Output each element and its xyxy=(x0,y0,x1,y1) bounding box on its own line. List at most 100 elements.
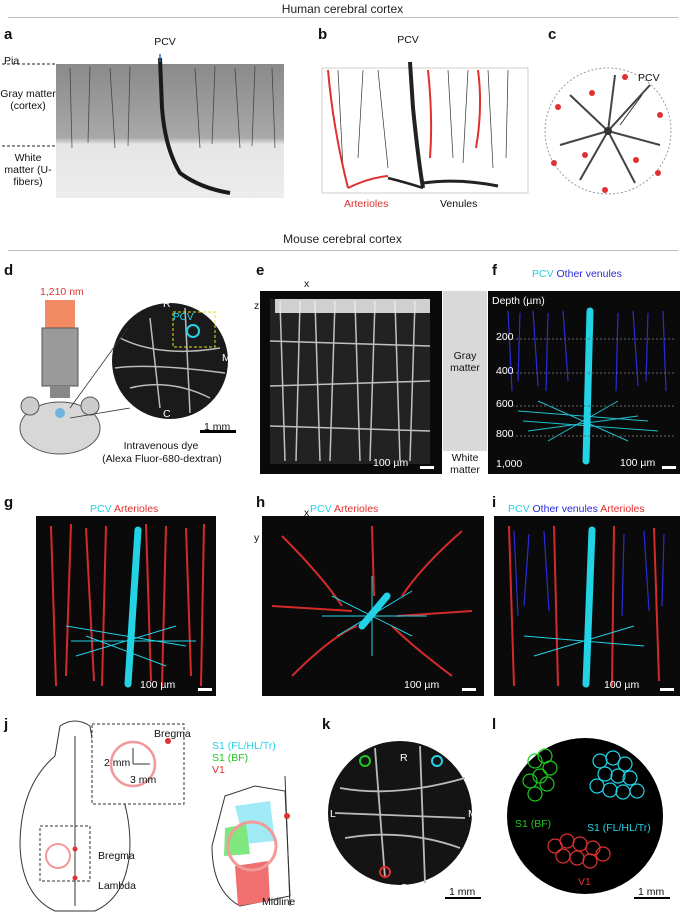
panel-k-M: M xyxy=(468,808,477,820)
panel-h-pcv: PCV xyxy=(310,503,332,515)
panel-h-x: x xyxy=(304,507,310,519)
panel-j-3mm: 3 mm xyxy=(130,774,157,786)
panel-j-2mm: 2 mm xyxy=(104,757,131,769)
panel-e-image: 100 µm xyxy=(260,291,442,474)
panel-e-gray-band xyxy=(443,291,487,451)
panel-d-scalebar xyxy=(200,430,236,433)
panel-l-s1: S1 (FL/HL/Tr) xyxy=(587,822,651,834)
panel-h-y: y xyxy=(254,532,260,544)
panel-b-arterioles: Arterioles xyxy=(344,198,389,210)
panel-j-label: j xyxy=(4,716,9,733)
panel-c-label: c xyxy=(548,26,557,43)
panel-d-dye: Intravenous dye xyxy=(123,440,199,452)
human-section-title: Human cerebral cortex xyxy=(281,2,404,16)
panel-l-scale: 1 mm xyxy=(638,886,665,898)
panel-i-label: i xyxy=(492,494,497,511)
panel-d-scale: 1 mm xyxy=(204,421,231,433)
panel-l-v1: V1 xyxy=(578,876,591,888)
panel-f-1000: 1,000 xyxy=(496,458,523,470)
panel-i-pcv: PCV xyxy=(508,503,530,515)
panel-h-scale: 100 µm xyxy=(404,679,440,691)
panel-j-bregma-top: Bregma xyxy=(154,728,191,740)
panel-k-image xyxy=(328,741,472,885)
panel-j-lambda: Lambda xyxy=(98,880,136,892)
panel-a-gray-matter: Gray matter (cortex) xyxy=(0,88,56,112)
panel-d-M: M xyxy=(222,352,231,364)
panel-h-label: h xyxy=(256,494,266,511)
panel-b-pcv: PCV xyxy=(397,34,419,46)
panel-h-scalebar xyxy=(462,688,476,691)
panel-f-scalebar xyxy=(662,466,676,469)
panel-e-scale: 100 µm xyxy=(373,457,409,469)
panel-f-scale: 100 µm xyxy=(620,457,656,469)
panel-k-scale: 1 mm xyxy=(449,886,476,898)
panel-d-C: C xyxy=(163,408,171,420)
mouse-rule xyxy=(8,250,678,251)
panel-i-scalebar xyxy=(660,688,674,691)
panel-d-label: d xyxy=(4,262,14,279)
panel-k-scalebar xyxy=(445,897,481,899)
panel-b-label: b xyxy=(318,26,328,43)
panel-a-label: a xyxy=(4,26,13,43)
panel-e-x: x xyxy=(304,278,310,290)
panel-g-pcv: PCV xyxy=(90,503,112,515)
panel-e-scalebar xyxy=(420,466,434,469)
panel-l-s1bf: S1 (BF) xyxy=(515,818,552,830)
panel-b-venules: Venules xyxy=(440,198,478,210)
panel-k-C: C xyxy=(400,882,408,894)
panel-i-other: Other venules xyxy=(532,503,598,515)
panel-j-bregma: Bregma xyxy=(98,850,135,862)
panel-j-skull xyxy=(19,720,291,912)
panel-l-label: l xyxy=(492,716,497,733)
panel-d-wavelength: 1,210 nm xyxy=(40,286,84,298)
panel-g-image: 100 µm xyxy=(36,516,216,696)
panel-k-L: L xyxy=(330,808,336,820)
panel-a-pcv: PCV xyxy=(154,36,176,48)
panel-k-R: R xyxy=(400,752,408,764)
panel-a-histology xyxy=(2,54,284,198)
panel-f-image: Depth (µm) 200 400 600 800 1,000 100 µm xyxy=(488,291,680,474)
human-rule xyxy=(8,17,678,18)
panel-f-depth: Depth (µm) xyxy=(492,295,545,307)
panel-f-pcv: PCV xyxy=(532,268,554,280)
panel-b-drawing xyxy=(321,61,529,194)
panel-f-other: Other venules xyxy=(556,268,622,280)
panel-i-scale: 100 µm xyxy=(604,679,640,691)
panel-g-label: g xyxy=(4,494,14,511)
panel-f-400: 400 xyxy=(496,365,514,377)
panel-d-pcv: PCV xyxy=(173,312,194,323)
panel-j-s1: S1 (FL/HL/Tr) xyxy=(212,740,276,752)
panel-h-legend: PCV Arterioles xyxy=(310,503,378,515)
panel-h-image: 100 µm xyxy=(262,516,484,696)
panel-f-legend: PCV Other venules xyxy=(532,268,622,280)
panel-k-label: k xyxy=(322,716,331,733)
panel-l-map xyxy=(507,738,663,894)
panel-f-800: 800 xyxy=(496,428,514,440)
panel-g-scalebar xyxy=(198,688,212,691)
panel-f-label: f xyxy=(492,262,497,279)
panel-g-arterioles: Arterioles xyxy=(113,503,159,515)
panel-i-legend: PCV Other venules Arterioles xyxy=(508,503,645,515)
mouse-section-title: Mouse cerebral cortex xyxy=(283,232,402,246)
panel-j-v1: V1 xyxy=(212,764,225,776)
panel-f-600: 600 xyxy=(496,398,514,410)
panel-d-objective: ×25 xyxy=(82,356,98,366)
panel-c-schematic xyxy=(544,67,672,195)
panel-e-gray: Gray matter xyxy=(450,350,480,374)
panel-d-dye-name: (Alexa Fluor-680-dextran) xyxy=(102,453,222,465)
panel-j-s1bf: S1 (BF) xyxy=(212,752,249,764)
panel-l-scalebar xyxy=(634,897,670,899)
panel-g-scale: 100 µm xyxy=(140,679,176,691)
panel-i-arterioles: Arterioles xyxy=(600,503,645,515)
panel-d-setup xyxy=(19,300,228,455)
panel-i-image: 100 µm xyxy=(494,516,680,696)
panel-j-midline: Midline xyxy=(262,896,296,908)
panel-g-legend: PCV Arterioles xyxy=(90,503,158,515)
panel-f-200: 200 xyxy=(496,331,514,343)
panel-e-label: e xyxy=(256,262,265,279)
panel-a-white-matter: White matter (U-fibers) xyxy=(4,152,52,188)
panel-e-z: z xyxy=(254,300,260,312)
panel-d-R: R xyxy=(163,298,171,310)
panel-c-pcv: PCV xyxy=(638,72,660,84)
panel-e-white: White matter xyxy=(450,452,480,476)
